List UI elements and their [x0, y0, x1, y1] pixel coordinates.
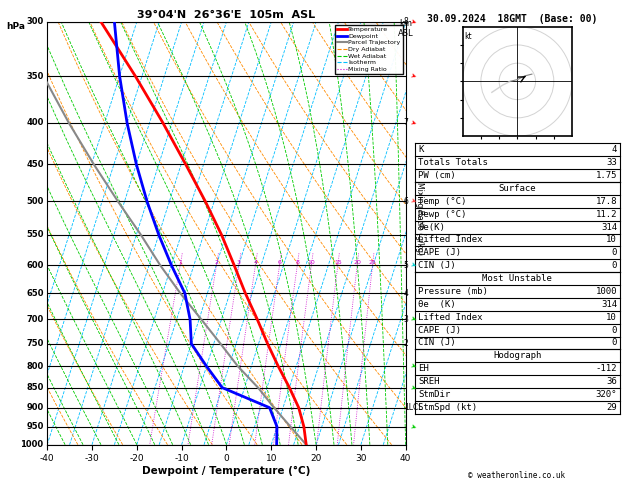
- Text: 700: 700: [26, 315, 43, 324]
- Text: 17.8: 17.8: [596, 197, 617, 206]
- Text: 850: 850: [26, 383, 43, 392]
- Text: 1: 1: [178, 260, 182, 265]
- Text: 29: 29: [606, 403, 617, 412]
- Text: 350: 350: [26, 71, 43, 81]
- Text: 400: 400: [26, 119, 43, 127]
- Text: 800: 800: [26, 362, 43, 371]
- Text: 900: 900: [26, 403, 43, 412]
- Text: 33: 33: [606, 158, 617, 167]
- Text: CAPE (J): CAPE (J): [418, 326, 461, 335]
- Text: 10: 10: [308, 260, 315, 265]
- Text: K: K: [418, 145, 424, 155]
- Text: θe(K): θe(K): [418, 223, 445, 232]
- Text: 11.2: 11.2: [596, 209, 617, 219]
- Text: 750: 750: [26, 339, 43, 348]
- Text: Totals Totals: Totals Totals: [418, 158, 488, 167]
- Text: Surface: Surface: [499, 184, 536, 193]
- Text: 0: 0: [611, 338, 617, 347]
- Text: 7: 7: [404, 119, 409, 127]
- Text: 15: 15: [334, 260, 342, 265]
- Text: 1000: 1000: [596, 287, 617, 296]
- Text: 4: 4: [253, 260, 257, 265]
- Text: PW (cm): PW (cm): [418, 171, 456, 180]
- Text: 0: 0: [611, 261, 617, 270]
- Text: θe  (K): θe (K): [418, 300, 456, 309]
- Text: EH: EH: [418, 364, 429, 373]
- Text: 500: 500: [26, 197, 43, 206]
- Text: 2: 2: [404, 339, 409, 348]
- Text: StmDir: StmDir: [418, 390, 450, 399]
- Text: 36: 36: [606, 377, 617, 386]
- Text: StmSpd (kt): StmSpd (kt): [418, 403, 477, 412]
- Text: 650: 650: [26, 289, 43, 298]
- Text: -112: -112: [596, 364, 617, 373]
- Text: Mixing Ratio (g/kg): Mixing Ratio (g/kg): [415, 182, 424, 255]
- Text: 4: 4: [404, 289, 409, 298]
- Text: 320°: 320°: [596, 390, 617, 399]
- Text: ➤: ➤: [409, 261, 416, 269]
- Text: Lifted Index: Lifted Index: [418, 235, 483, 244]
- Text: 5: 5: [404, 261, 409, 270]
- Text: CAPE (J): CAPE (J): [418, 248, 461, 258]
- Text: 950: 950: [26, 422, 43, 431]
- Text: 8: 8: [404, 17, 409, 26]
- Text: 300: 300: [26, 17, 43, 26]
- Text: 20: 20: [353, 260, 361, 265]
- Text: CIN (J): CIN (J): [418, 261, 456, 270]
- Text: 4: 4: [611, 145, 617, 155]
- Text: 6: 6: [277, 260, 281, 265]
- Title: 39°04'N  26°36'E  105m  ASL: 39°04'N 26°36'E 105m ASL: [137, 10, 316, 20]
- Legend: Temperature, Dewpoint, Parcel Trajectory, Dry Adiabat, Wet Adiabat, Isotherm, Mi: Temperature, Dewpoint, Parcel Trajectory…: [335, 25, 403, 74]
- Text: ➤: ➤: [409, 197, 416, 205]
- Text: 450: 450: [26, 160, 43, 169]
- Text: hPa: hPa: [6, 22, 25, 31]
- Text: Hodograph: Hodograph: [493, 351, 542, 361]
- Text: SREH: SREH: [418, 377, 440, 386]
- Text: 1LCL: 1LCL: [404, 403, 422, 412]
- Text: ➤: ➤: [409, 119, 416, 127]
- Text: © weatheronline.co.uk: © weatheronline.co.uk: [469, 471, 565, 480]
- Text: 3: 3: [404, 315, 409, 324]
- Text: 30.09.2024  18GMT  (Base: 00): 30.09.2024 18GMT (Base: 00): [428, 14, 598, 24]
- Text: 10: 10: [606, 235, 617, 244]
- Text: Most Unstable: Most Unstable: [482, 274, 552, 283]
- Text: 2: 2: [214, 260, 218, 265]
- Text: 8: 8: [296, 260, 299, 265]
- Text: Dewp (°C): Dewp (°C): [418, 209, 467, 219]
- Text: 0: 0: [611, 326, 617, 335]
- Text: 3: 3: [237, 260, 241, 265]
- Text: 6: 6: [404, 197, 409, 206]
- Text: 10: 10: [606, 312, 617, 322]
- Text: 1000: 1000: [21, 440, 43, 449]
- Text: 600: 600: [26, 261, 43, 270]
- Text: Pressure (mb): Pressure (mb): [418, 287, 488, 296]
- Text: kt: kt: [464, 32, 472, 41]
- Text: ➤: ➤: [409, 315, 416, 323]
- X-axis label: Dewpoint / Temperature (°C): Dewpoint / Temperature (°C): [142, 466, 311, 476]
- Text: 25: 25: [369, 260, 377, 265]
- Text: Lifted Index: Lifted Index: [418, 312, 483, 322]
- Text: 550: 550: [26, 230, 43, 239]
- Text: ➤: ➤: [409, 423, 416, 431]
- Text: ➤: ➤: [409, 384, 416, 391]
- Text: 314: 314: [601, 300, 617, 309]
- Text: CIN (J): CIN (J): [418, 338, 456, 347]
- Text: 0: 0: [611, 248, 617, 258]
- Text: ➤: ➤: [409, 363, 416, 370]
- Text: 314: 314: [601, 223, 617, 232]
- Text: km: km: [399, 19, 412, 29]
- Text: ASL: ASL: [398, 29, 413, 38]
- Text: 1.75: 1.75: [596, 171, 617, 180]
- Text: ➤: ➤: [409, 18, 416, 26]
- Text: Temp (°C): Temp (°C): [418, 197, 467, 206]
- Text: ➤: ➤: [409, 72, 416, 80]
